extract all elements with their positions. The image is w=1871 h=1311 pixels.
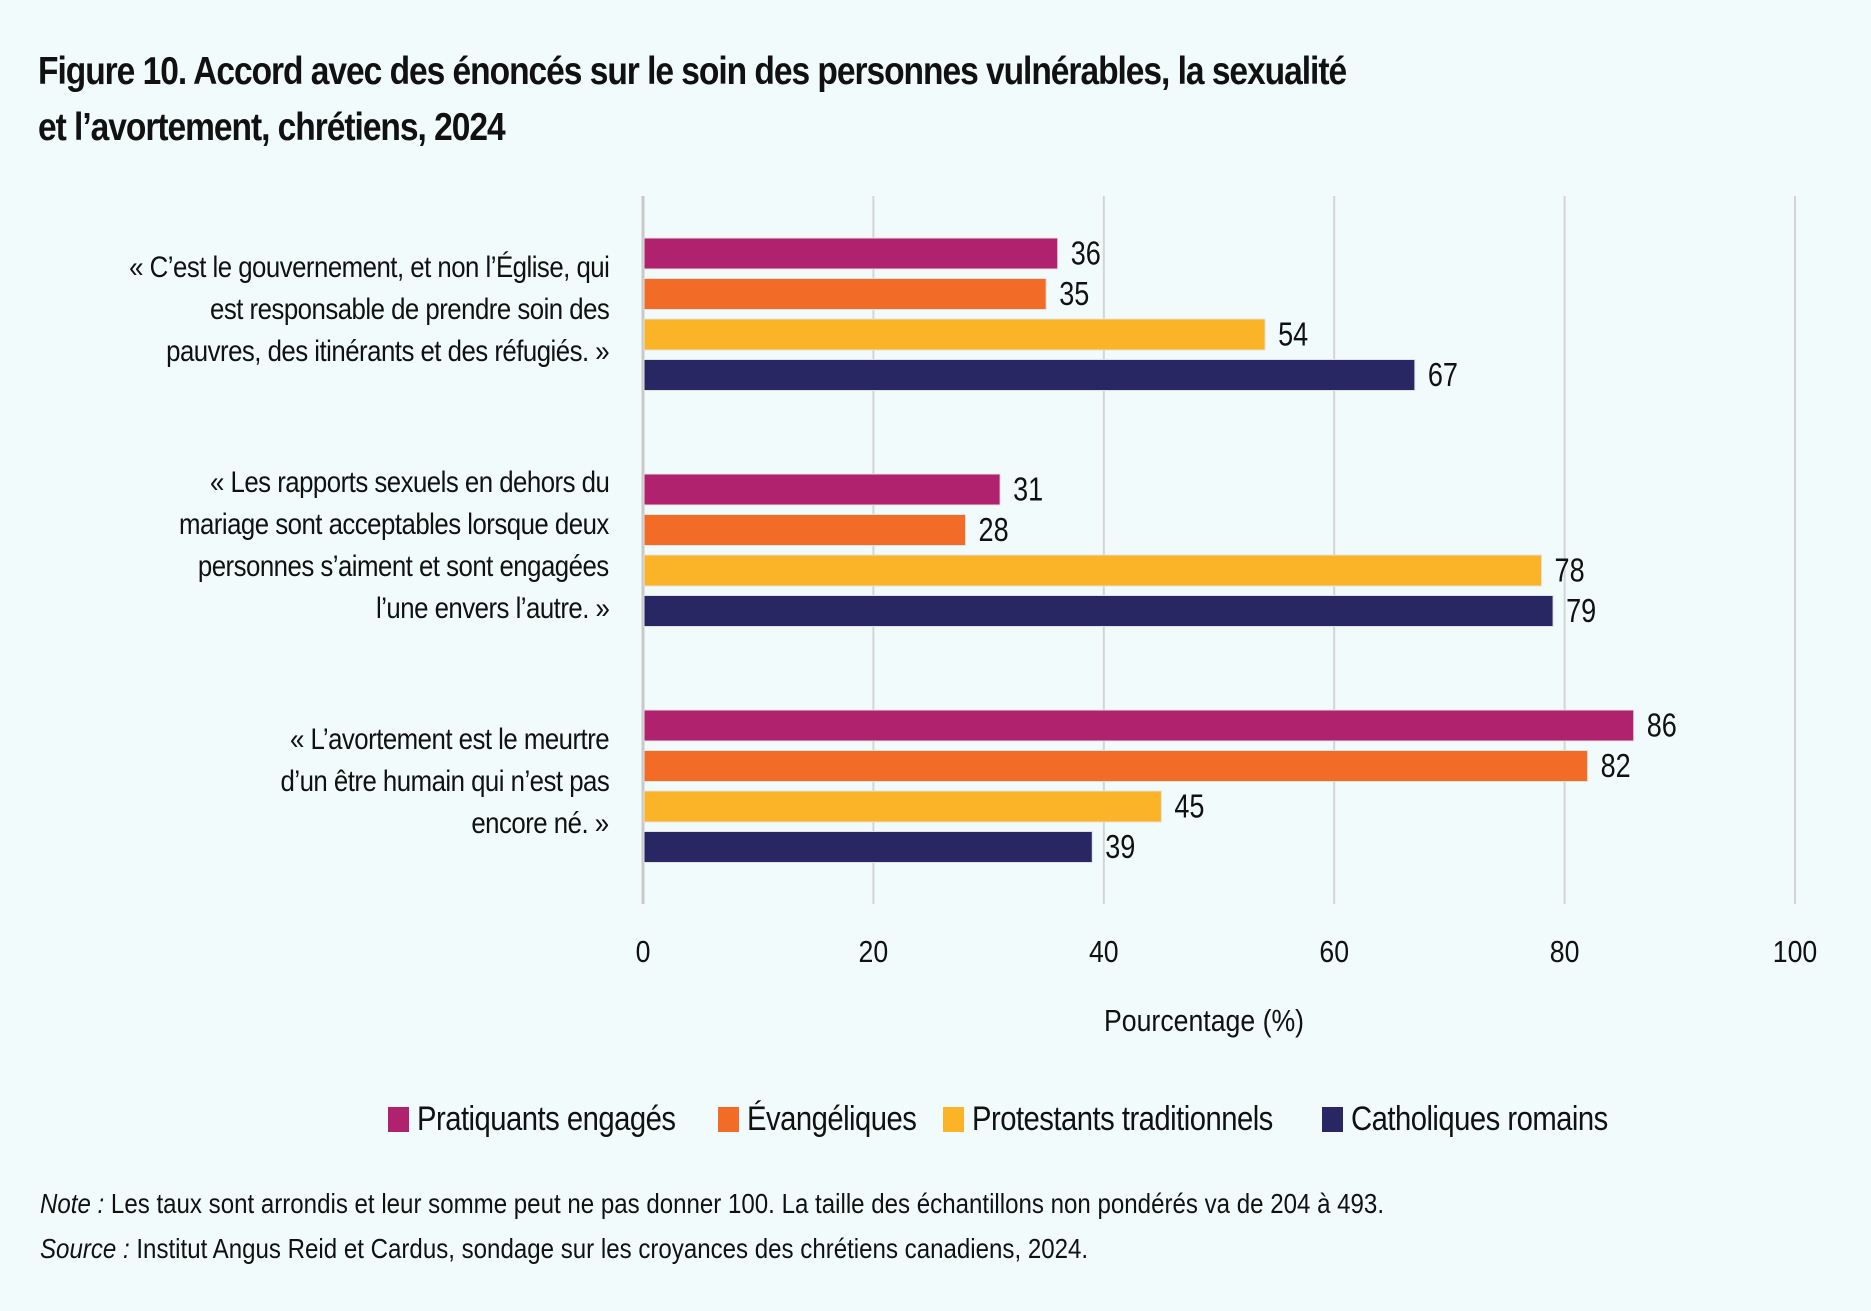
bar-value-label: 78 [1555, 553, 1585, 589]
bar-value-label: 86 [1647, 708, 1677, 744]
x-tick-label: 20 [859, 935, 889, 969]
x-tick-label: 0 [636, 935, 651, 969]
legend-swatch [388, 1107, 409, 1132]
bar [643, 278, 1047, 310]
bar-value-label: 28 [979, 513, 1009, 549]
bar-value-label: 35 [1059, 277, 1089, 313]
bar-value-label: 82 [1601, 749, 1631, 785]
bar [643, 237, 1059, 270]
legend-item: Évangéliques [717, 1100, 916, 1139]
legend-swatch [717, 1107, 739, 1132]
bar-value-label: 39 [1105, 830, 1135, 866]
x-tick-label: 60 [1319, 935, 1349, 969]
bar [643, 318, 1266, 351]
legend-label: Protestants traditionnels [972, 1100, 1274, 1138]
bar [643, 359, 1416, 391]
bar-value-label: 45 [1174, 789, 1204, 825]
bar [643, 831, 1093, 863]
note-line: Note : Les taux sont arrondis et leur so… [40, 1188, 1384, 1220]
category-label-line: pauvres, des itinérants et des réfugiés.… [166, 335, 610, 369]
note-text: Les taux sont arrondis et leur somme peu… [104, 1188, 1385, 1219]
x-tick-label: 80 [1550, 935, 1580, 969]
note-label: Note : [40, 1188, 105, 1219]
x-tick-label: 40 [1089, 935, 1119, 969]
bar [643, 514, 967, 546]
source-label: Source : [40, 1233, 130, 1264]
category-label-line: « Les rapports sexuels en dehors du [209, 466, 610, 500]
legend-label: Évangéliques [746, 1100, 917, 1138]
category-label-line: encore né. » [471, 807, 610, 841]
legend-item: Protestants traditionnels [943, 1100, 1282, 1139]
bar-value-label: 67 [1428, 358, 1458, 394]
source-text: Institut Angus Reid et Cardus, sondage s… [129, 1233, 1089, 1264]
category-label-line: mariage sont acceptables lorsque deux [179, 508, 609, 542]
legend-swatch [1322, 1107, 1344, 1132]
category-label-line: d’un être humain qui n’est pas [280, 765, 609, 799]
legend-item: Pratiquants engagés [388, 1100, 678, 1139]
legend-item: Catholiques romains [1322, 1100, 1610, 1139]
chart-title-line2: et l’avortement, chrétiens, 2024 [38, 106, 506, 149]
category-label-line: est responsable de prendre soin des [209, 293, 610, 327]
bar-value-label: 79 [1566, 594, 1596, 630]
bar [643, 709, 1635, 742]
legend: Pratiquants engagés Évangéliques Protestan… [388, 1100, 1650, 1139]
chart-title-line1: Figure 10. Accord avec des énoncés sur l… [38, 50, 1347, 93]
category-label-line: « C’est le gouvernement, et non l’Église… [128, 251, 610, 285]
bar-value-label: 54 [1278, 317, 1308, 353]
legend-label: Catholiques romains [1351, 1100, 1608, 1138]
category-label-line: « L’avortement est le meurtre [289, 723, 610, 757]
source-line: Source : Institut Angus Reid et Cardus, … [40, 1233, 1088, 1265]
legend-swatch [943, 1107, 965, 1132]
x-axis-title: Pourcentage (%) [1104, 1003, 1305, 1038]
bar [643, 790, 1162, 823]
bar [643, 473, 1001, 506]
legend-label: Pratiquants engagés [417, 1100, 676, 1138]
bar [643, 750, 1589, 782]
bar-value-label: 31 [1013, 472, 1043, 508]
category-label-line: l’une envers l’autre. » [375, 592, 610, 626]
bar [643, 554, 1543, 587]
x-tick-label: 100 [1773, 935, 1817, 969]
bar-value-label: 36 [1071, 236, 1101, 272]
chart-title: Figure 10. Accord avec des énoncés sur l… [38, 44, 1414, 156]
category-label-line: personnes s’aiment et sont engagées [198, 550, 609, 584]
bar [643, 595, 1554, 627]
